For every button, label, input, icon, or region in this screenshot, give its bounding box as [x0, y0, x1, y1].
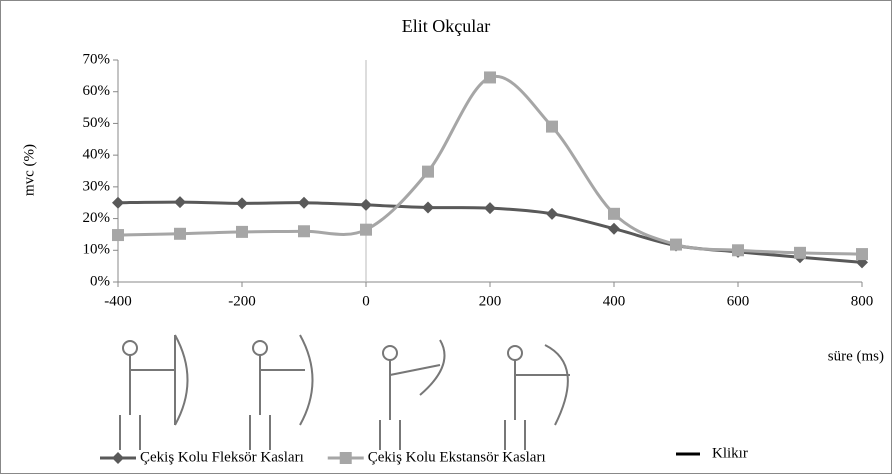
y-axis-label: mvc (%)	[21, 144, 37, 196]
y-tick-label: 10%	[83, 242, 111, 258]
square-marker	[546, 120, 558, 133]
y-tick-label: 0%	[90, 273, 110, 289]
square-marker	[732, 244, 744, 257]
square-marker	[484, 71, 496, 84]
square-marker	[422, 165, 434, 178]
chart-title: Elit Okçular	[402, 16, 490, 36]
square-marker	[339, 452, 352, 464]
square-marker	[112, 229, 124, 242]
square-marker	[856, 248, 868, 261]
diamond-marker	[236, 197, 248, 210]
y-tick-label: 70%	[83, 51, 111, 67]
legend-label: Çekiş Kolu Ekstansör Kasları	[368, 449, 546, 465]
legend-label: Klikır	[712, 445, 748, 461]
x-tick-label: 800	[851, 293, 874, 309]
x-tick-label: 400	[603, 293, 626, 309]
diamond-marker	[546, 207, 558, 220]
archer-figures	[119, 334, 570, 450]
diamond-marker	[608, 222, 620, 235]
square-marker	[360, 223, 372, 236]
square-marker	[608, 207, 620, 220]
x-tick-label: 0	[362, 293, 370, 309]
diamond-marker	[484, 202, 496, 215]
diamond-marker	[422, 201, 434, 214]
x-tick-label: 200	[479, 293, 502, 309]
x-axis-label: süre (ms)	[828, 348, 884, 364]
square-marker	[236, 225, 248, 238]
x-tick-label: -400	[104, 293, 132, 309]
square-marker	[670, 238, 682, 251]
y-tick-label: 50%	[83, 115, 111, 131]
square-marker	[794, 246, 806, 259]
y-tick-label: 40%	[83, 147, 111, 163]
y-tick-label: 20%	[83, 210, 111, 226]
square-marker	[174, 227, 186, 240]
x-tick-label: -200	[228, 293, 256, 309]
y-tick-label: 30%	[83, 178, 111, 194]
x-tick-label: 600	[727, 293, 750, 309]
diamond-marker	[112, 196, 124, 209]
diamond-marker	[174, 196, 186, 209]
square-marker	[298, 225, 310, 238]
y-tick-label: 60%	[83, 83, 111, 99]
diamond-marker	[112, 452, 124, 464]
legend-label: Çekiş Kolu Fleksör Kasları	[140, 449, 304, 465]
diamond-marker	[298, 196, 310, 209]
diamond-marker	[360, 198, 372, 211]
